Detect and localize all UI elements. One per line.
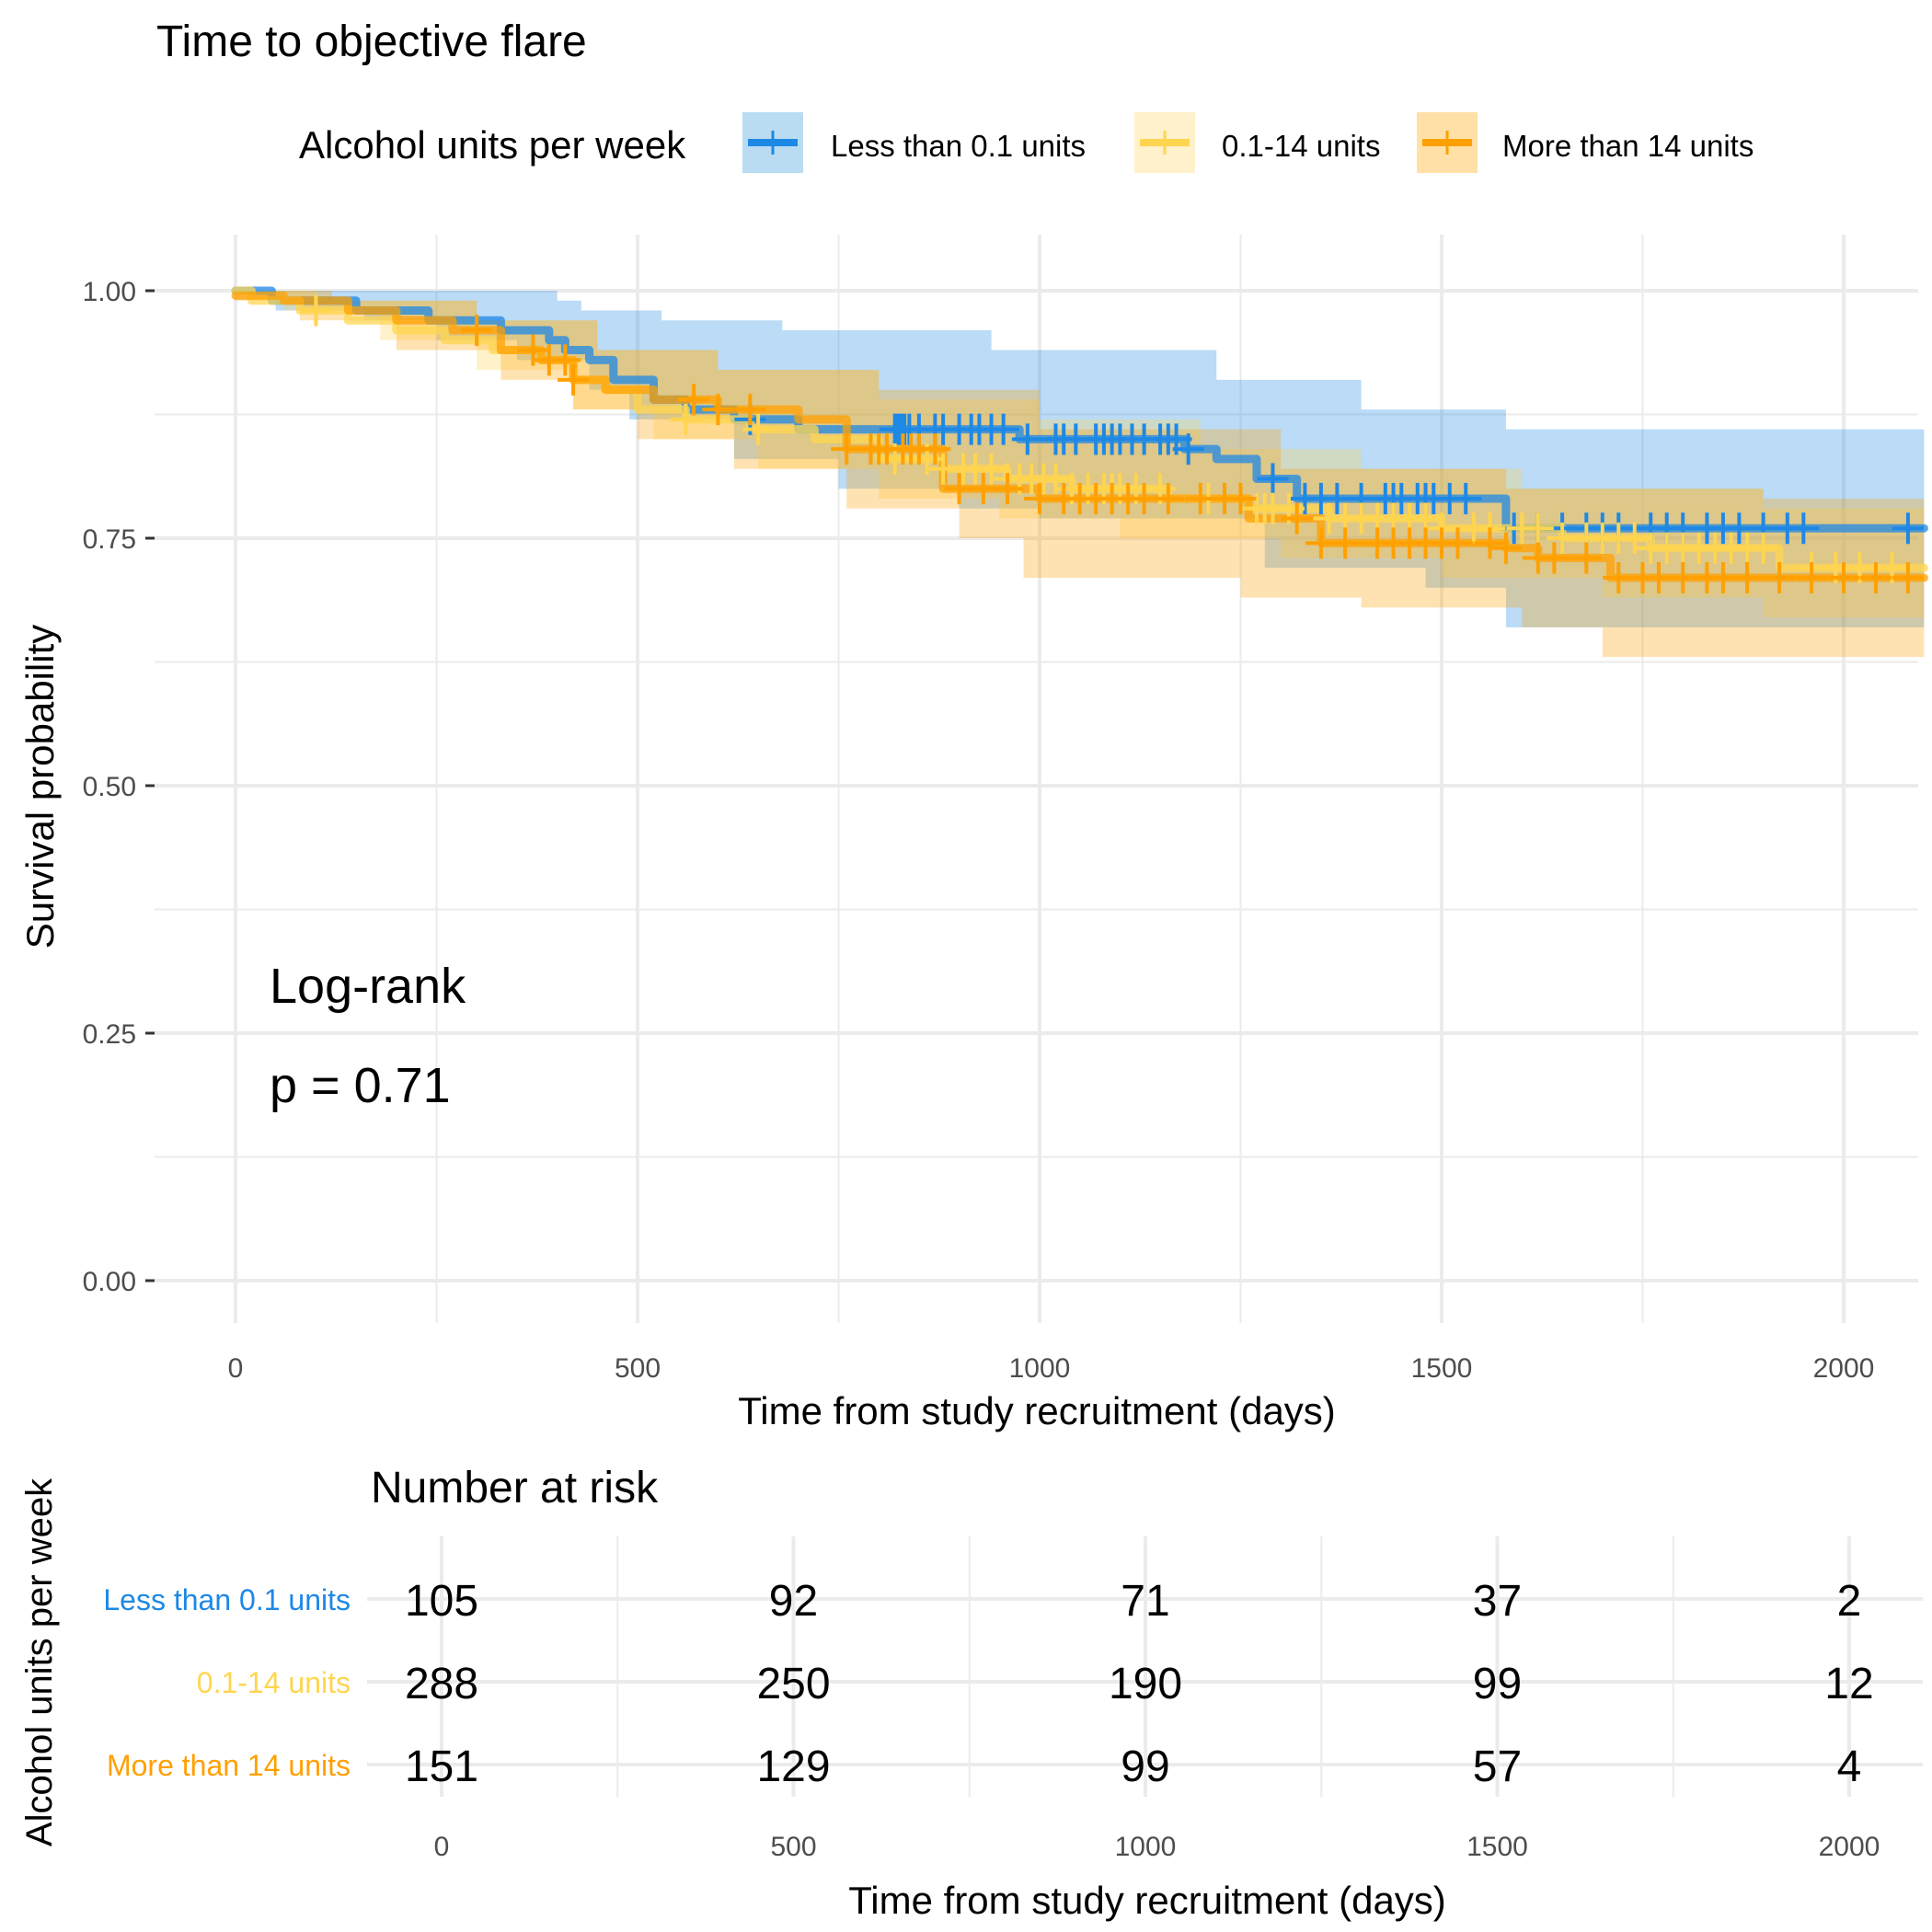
- legend-label-0-1-to-14: 0.1-14 units: [1222, 129, 1381, 163]
- risk-row-label: More than 14 units: [107, 1749, 351, 1782]
- risk-count: 99: [1473, 1660, 1522, 1708]
- risk-axis: 0 500 1000 1500 2000: [434, 1832, 1880, 1862]
- x-tick-label: 2000: [1813, 1353, 1875, 1384]
- chart-title: Time to objective flare: [156, 17, 587, 66]
- risk-x-axis-title: Time from study recruitment (days): [848, 1879, 1446, 1922]
- risk-count: 71: [1121, 1577, 1169, 1626]
- risk-x-tick-label: 2000: [1819, 1832, 1880, 1862]
- risk-y-axis-title: Alcohol units per week: [19, 1478, 60, 1846]
- risk-count: 12: [1824, 1660, 1873, 1708]
- risk-row-label: Less than 0.1 units: [103, 1583, 351, 1616]
- risk-count: 4: [1837, 1742, 1862, 1791]
- risk-x-tick-label: 0: [434, 1832, 450, 1862]
- risk-x-tick-label: 1000: [1115, 1832, 1177, 1862]
- risk-count: 2: [1837, 1577, 1862, 1626]
- x-tick-label: 1500: [1411, 1353, 1473, 1384]
- risk-count: 105: [405, 1577, 478, 1626]
- p-value-label: p = 0.71: [270, 1058, 451, 1113]
- y-tick-label: 0.50: [83, 772, 136, 802]
- risk-row-label: 0.1-14 units: [197, 1666, 351, 1699]
- risk-count: 57: [1473, 1742, 1522, 1791]
- y-tick-label: 0.25: [83, 1019, 136, 1050]
- logrank-label: Log-rank: [270, 959, 466, 1014]
- x-axis-title: Time from study recruitment (days): [738, 1389, 1336, 1432]
- survival-plot: 0.00 0.25 0.50 0.75 1.00 0 500 1000 1500 2000 Log…: [18, 235, 1928, 1432]
- risk-count: 250: [756, 1660, 830, 1708]
- risk-table-title: Number at risk: [371, 1464, 659, 1512]
- risk-count: 151: [405, 1742, 478, 1791]
- legend-key-less-than-0-1: [742, 112, 803, 173]
- censor-marks: [300, 294, 1924, 594]
- risk-count: 92: [769, 1577, 818, 1626]
- risk-x-tick-label: 500: [770, 1832, 816, 1862]
- confidence-band: [236, 291, 1925, 618]
- y-tick-label: 1.00: [83, 277, 136, 307]
- risk-count: 129: [756, 1742, 830, 1791]
- risk-table: Number at risk Less than 0.1 units 105 92 7…: [19, 1464, 1923, 1922]
- legend: Alcohol units per week Less than 0.1 uni…: [0, 110, 1932, 184]
- legend-label-less-than-0-1: Less than 0.1 units: [831, 129, 1087, 163]
- risk-count: 190: [1109, 1660, 1182, 1708]
- legend-key-0-1-to-14: [1134, 112, 1195, 173]
- axes: 0.00 0.25 0.50 0.75 1.00 0 500 1000 1500 2000: [83, 277, 1875, 1384]
- risk-x-tick-label: 1500: [1466, 1832, 1528, 1862]
- y-tick-label: 0.75: [83, 524, 136, 555]
- x-tick-label: 0: [228, 1353, 244, 1384]
- risk-rows: Less than 0.1 units 105 92 71 37 2 0.1-14 unit…: [103, 1577, 1873, 1791]
- risk-count: 288: [405, 1660, 478, 1708]
- risk-grid: [367, 1536, 1923, 1797]
- legend-title: Alcohol units per week: [299, 123, 686, 167]
- y-tick-label: 0.00: [83, 1267, 136, 1297]
- legend-key-more-than-14: [1417, 112, 1478, 173]
- risk-count: 37: [1473, 1577, 1522, 1626]
- risk-count: 99: [1121, 1742, 1169, 1791]
- x-tick-label: 1000: [1009, 1353, 1071, 1384]
- x-tick-label: 500: [615, 1353, 661, 1384]
- legend-label-more-than-14: More than 14 units: [1502, 129, 1754, 163]
- y-axis-title: Survival probability: [18, 625, 62, 949]
